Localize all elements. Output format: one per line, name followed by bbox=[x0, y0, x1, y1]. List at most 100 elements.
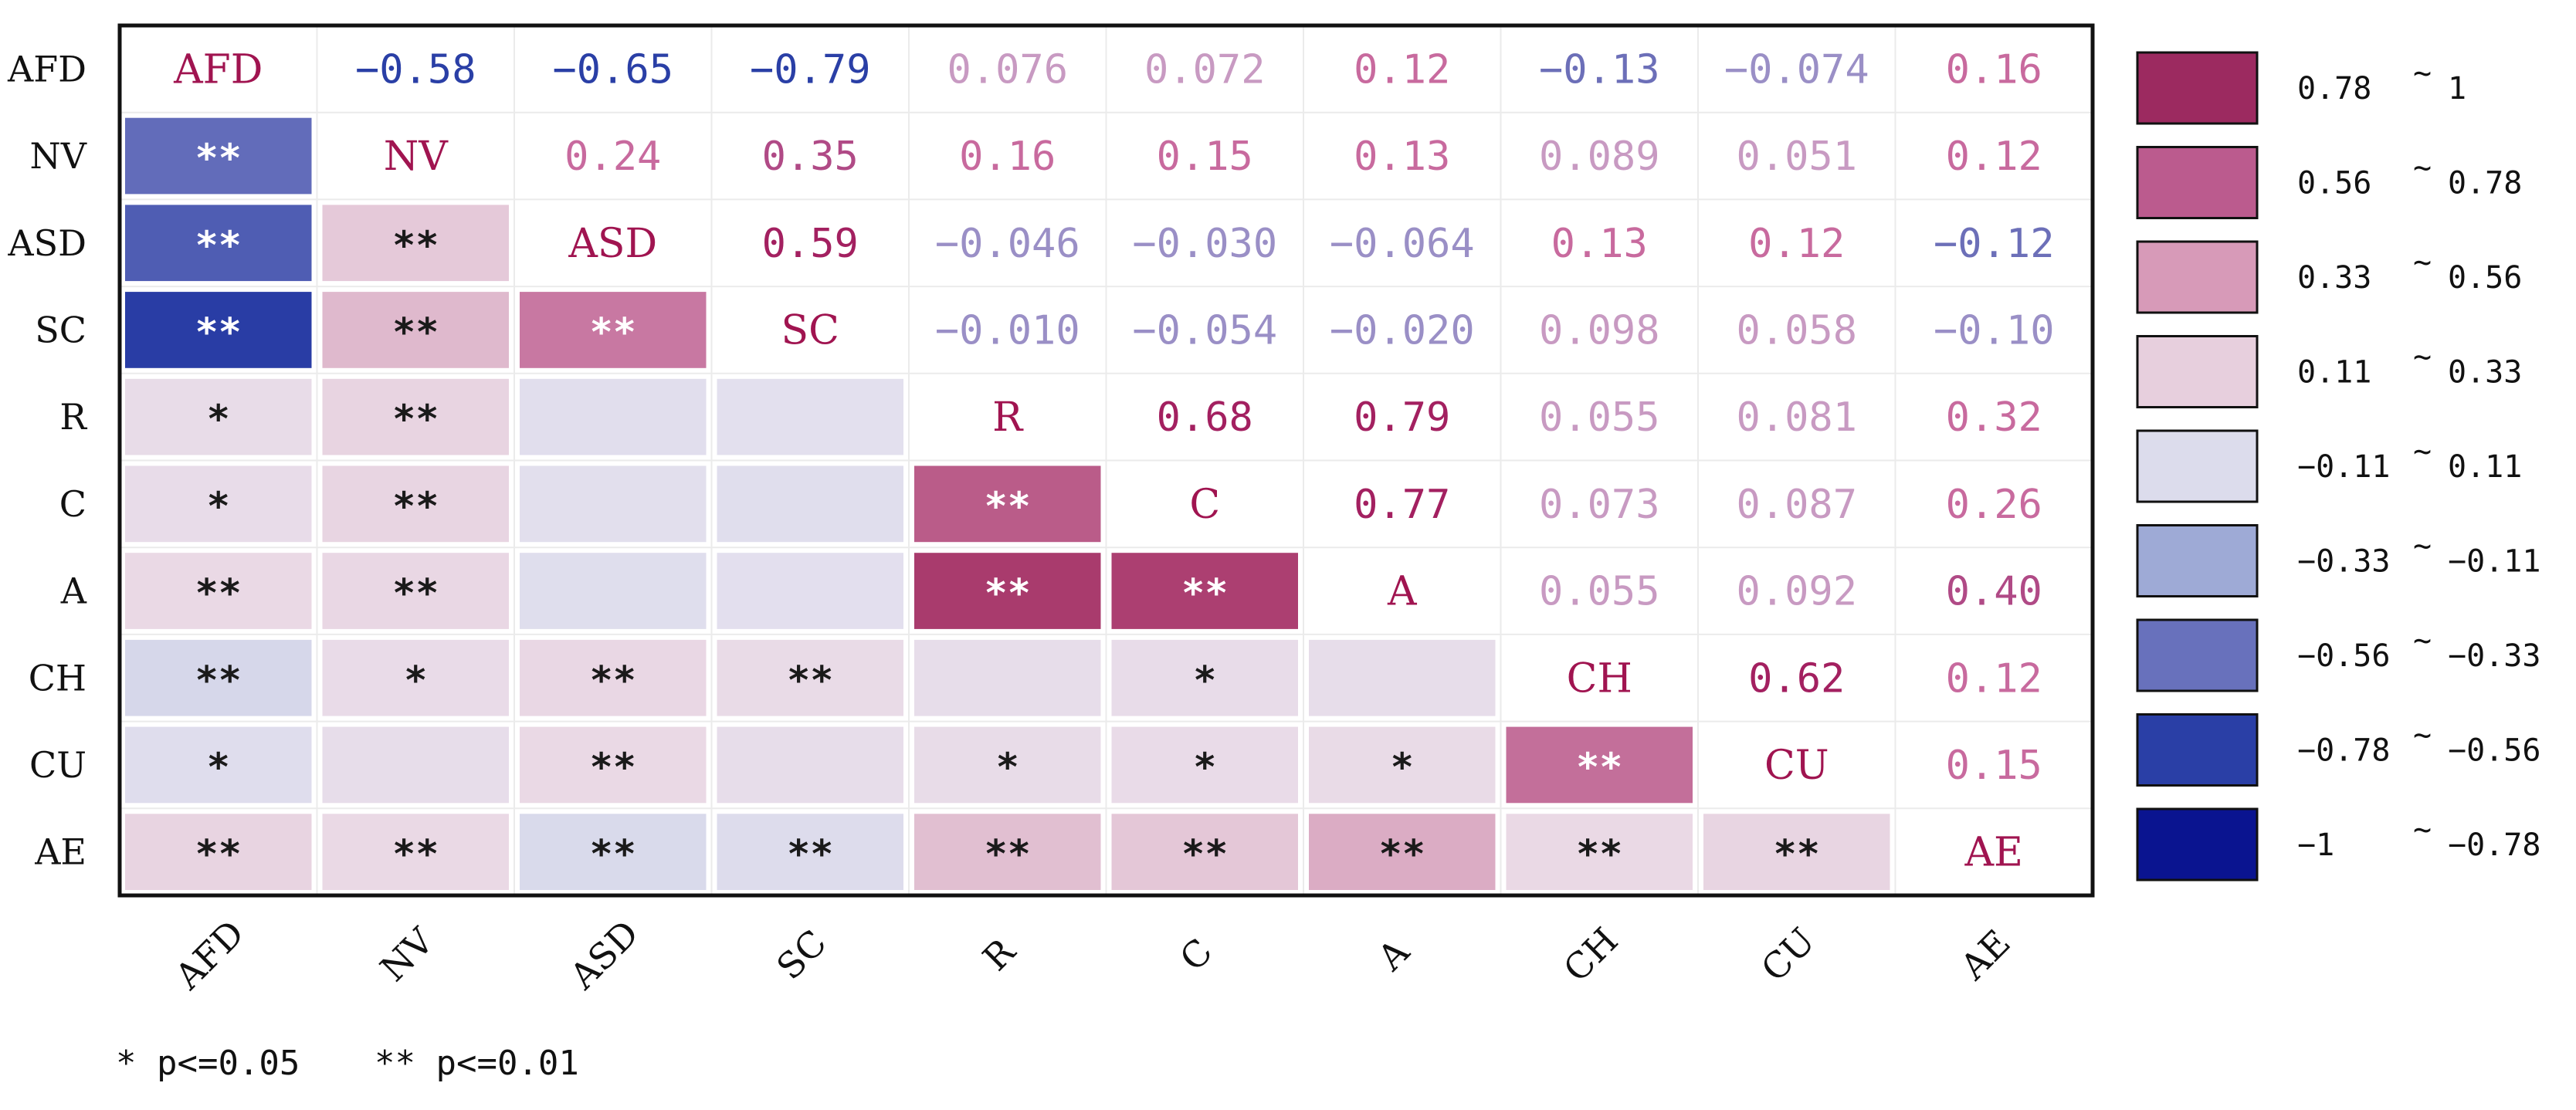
cell-AE-ASD bbox=[520, 814, 707, 890]
diagonal-label-A: A bbox=[1387, 569, 1418, 615]
cell-ASD-AFD bbox=[125, 205, 312, 282]
sig-R-AFD: * bbox=[207, 397, 230, 442]
coef-NV-SC: 0.35 bbox=[762, 134, 859, 180]
legend-high-0: 1 bbox=[2448, 71, 2466, 107]
sig-CU-CH: ** bbox=[1576, 745, 1622, 790]
coef-CH-AE: 0.12 bbox=[1946, 655, 2042, 702]
sig-AE-AFD: ** bbox=[195, 832, 242, 877]
sig-ASD-AFD: ** bbox=[195, 223, 242, 268]
sig-CH-C: * bbox=[1193, 658, 1216, 702]
legend-separator-8: ~ bbox=[2413, 812, 2432, 848]
coef-R-A: 0.79 bbox=[1354, 394, 1450, 441]
sig-CH-SC: ** bbox=[787, 658, 833, 702]
coef-AFD-ASD: −0.65 bbox=[552, 46, 673, 93]
legend-low-1: 0.56 bbox=[2297, 166, 2371, 201]
legend-separator-3: ~ bbox=[2413, 340, 2432, 375]
coef-A-CU: 0.092 bbox=[1736, 569, 1857, 615]
coef-R-CU: 0.081 bbox=[1736, 394, 1857, 441]
coef-ASD-CU: 0.12 bbox=[1748, 221, 1845, 267]
cell-CH-AFD bbox=[125, 639, 312, 716]
cell-R-SC bbox=[717, 378, 903, 455]
coef-C-CU: 0.087 bbox=[1736, 482, 1857, 528]
cell-CH-C bbox=[1111, 639, 1298, 716]
coef-AFD-CH: −0.13 bbox=[1539, 46, 1660, 93]
legend-swatch-8 bbox=[2136, 807, 2259, 882]
legend-high-3: 0.33 bbox=[2448, 355, 2522, 391]
sig-AE-CU: ** bbox=[1774, 832, 1820, 877]
cell-SC-AFD bbox=[125, 292, 312, 368]
legend-high-1: 0.78 bbox=[2448, 166, 2522, 201]
sig-C-R: ** bbox=[985, 484, 1031, 529]
coef-SC-A: −0.020 bbox=[1330, 307, 1475, 354]
cell-AE-AFD bbox=[125, 814, 312, 890]
diagonal-label-AE: AE bbox=[1964, 830, 2023, 876]
cell-CH-SC bbox=[717, 639, 903, 716]
coef-AFD-CU: −0.074 bbox=[1724, 46, 1869, 93]
coef-SC-CU: 0.058 bbox=[1736, 307, 1857, 354]
cell-SC-NV bbox=[322, 292, 509, 368]
cell-CH-ASD bbox=[520, 639, 707, 716]
coef-AFD-SC: −0.79 bbox=[750, 46, 871, 93]
col-label-CH: CH bbox=[1555, 919, 1625, 990]
sig-CH-NV: * bbox=[404, 658, 427, 702]
cell-A-AFD bbox=[125, 553, 312, 629]
legend-separator-4: ~ bbox=[2413, 434, 2432, 469]
diagonal-label-CU: CU bbox=[1764, 743, 1829, 789]
legend-separator-0: ~ bbox=[2413, 56, 2432, 91]
coef-ASD-AE: −0.12 bbox=[1934, 221, 2055, 267]
coef-ASD-CH: 0.13 bbox=[1551, 221, 1648, 267]
cell-AE-R bbox=[914, 814, 1101, 890]
cell-AE-A bbox=[1309, 814, 1496, 890]
legend-low-5: −0.33 bbox=[2297, 544, 2390, 580]
sig-A-NV: ** bbox=[392, 571, 439, 616]
coef-C-A: 0.77 bbox=[1354, 482, 1450, 528]
sig-SC-NV: ** bbox=[392, 310, 439, 354]
legend-swatch-1 bbox=[2136, 146, 2259, 219]
sig-AE-A: ** bbox=[1379, 832, 1425, 877]
col-label-SC: SC bbox=[768, 922, 834, 987]
coef-AFD-A: 0.12 bbox=[1354, 46, 1450, 93]
coef-A-CH: 0.055 bbox=[1539, 569, 1660, 615]
cell-CH-NV bbox=[322, 639, 509, 716]
coef-NV-AE: 0.12 bbox=[1946, 134, 2042, 180]
sig-AE-SC: ** bbox=[787, 832, 833, 877]
sig-CH-AFD: ** bbox=[195, 658, 242, 702]
sig-CU-R: * bbox=[996, 745, 1019, 790]
cell-C-NV bbox=[322, 465, 509, 543]
diagonal-label-SC: SC bbox=[781, 307, 839, 354]
coef-C-AE: 0.26 bbox=[1946, 482, 2042, 528]
coef-ASD-SC: 0.59 bbox=[762, 221, 859, 267]
sig-AE-R: ** bbox=[985, 832, 1031, 877]
row-label-SC: SC bbox=[35, 309, 86, 350]
sig-CU-ASD: ** bbox=[590, 745, 636, 790]
legend-separator-6: ~ bbox=[2413, 623, 2432, 658]
cell-AE-CU bbox=[1703, 814, 1890, 890]
footnote-single: * p<=0.05 bbox=[116, 1044, 300, 1083]
row-label-C: C bbox=[59, 483, 86, 525]
legend-low-0: 0.78 bbox=[2297, 71, 2371, 107]
sig-AE-C: ** bbox=[1181, 832, 1228, 877]
sig-C-AFD: * bbox=[207, 484, 230, 529]
cell-SC-ASD bbox=[520, 292, 707, 368]
legend-swatch-4 bbox=[2136, 429, 2259, 503]
coef-R-C: 0.68 bbox=[1157, 394, 1253, 441]
legend-swatch-3 bbox=[2136, 335, 2259, 408]
coef-CU-AE: 0.15 bbox=[1946, 743, 2042, 789]
cell-R-ASD bbox=[520, 378, 707, 455]
coef-SC-C: −0.054 bbox=[1132, 307, 1277, 354]
cell-CH-A bbox=[1309, 639, 1496, 716]
footnote: * p<=0.05 ** p<=0.01 bbox=[116, 1044, 579, 1083]
diagonal-label-ASD: ASD bbox=[568, 221, 657, 267]
coef-ASD-C: −0.030 bbox=[1132, 221, 1277, 267]
legend-high-7: −0.56 bbox=[2448, 733, 2540, 769]
coef-R-CH: 0.055 bbox=[1539, 394, 1660, 441]
coef-C-CH: 0.073 bbox=[1539, 482, 1660, 528]
cell-A-NV bbox=[322, 553, 509, 629]
row-label-CU: CU bbox=[29, 744, 86, 786]
cell-A-C bbox=[1111, 553, 1298, 629]
sig-A-R: ** bbox=[985, 571, 1031, 616]
coef-SC-CH: 0.098 bbox=[1539, 307, 1660, 354]
sig-ASD-NV: ** bbox=[392, 223, 439, 268]
footnote-double: ** p<=0.01 bbox=[375, 1044, 579, 1083]
